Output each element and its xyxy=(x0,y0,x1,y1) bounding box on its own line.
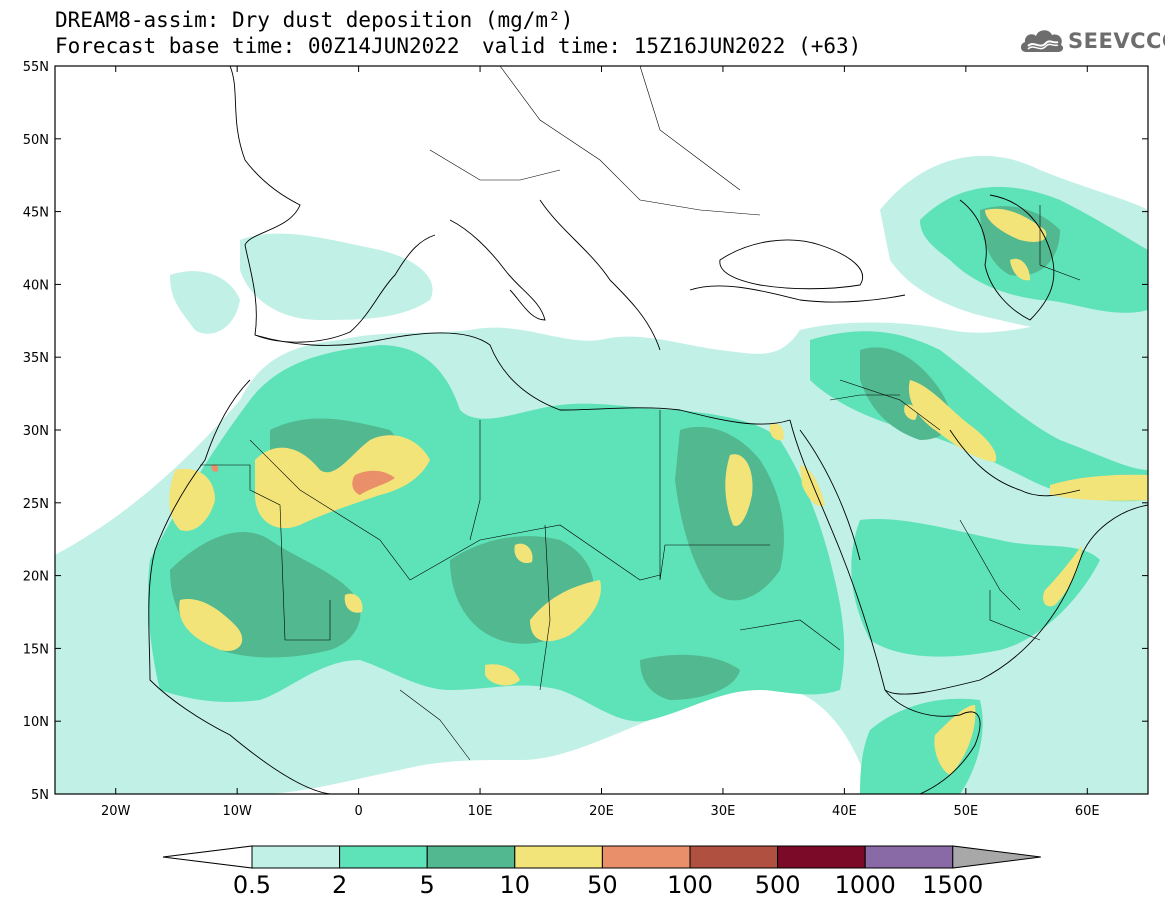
deposition-field xyxy=(55,155,1148,794)
colorbar-under-arrow xyxy=(162,845,253,869)
deposition-level-10 xyxy=(169,208,1148,775)
lat-tick-label: 20N xyxy=(23,570,49,585)
colorbar-swatch xyxy=(251,845,341,869)
colorbar-label: 50 xyxy=(587,871,618,899)
colorbar-label: 1500 xyxy=(922,871,983,899)
lon-tick-label: 10E xyxy=(468,804,493,819)
lon-tick-label: 20E xyxy=(589,804,614,819)
lat-tick-label: 25N xyxy=(23,497,49,512)
lon-tick-label: 60E xyxy=(1075,804,1100,819)
lat-tick-label: 10N xyxy=(23,715,49,730)
valid-time: valid time: 15Z16JUN2022 (+63) xyxy=(482,34,862,58)
lat-tick-label: 35N xyxy=(23,351,49,366)
colorbar-label: 500 xyxy=(755,871,801,899)
forecast-base-time: Forecast base time: 00Z14JUN2022 xyxy=(55,34,460,58)
colorbar-label: 100 xyxy=(667,871,713,899)
lat-tick-label: 50N xyxy=(23,133,49,148)
latitude-axis: 55N 50N 45N 40N 35N 30N 25N 20N 15N 10N 5N xyxy=(23,60,1148,803)
colorbar-label: 1000 xyxy=(835,871,896,899)
country-borders xyxy=(200,66,1081,761)
colorbar-label: 2 xyxy=(332,871,347,899)
colorbar-swatch xyxy=(339,845,428,869)
colorbar-swatch xyxy=(864,845,954,869)
colorbar-swatch xyxy=(777,845,866,869)
deposition-level-50 xyxy=(211,464,395,495)
colorbar-label: 10 xyxy=(500,871,531,899)
logo-text: SEEVCCC xyxy=(1068,29,1165,53)
lat-tick-label: 45N xyxy=(23,206,49,221)
colorbar-label: 0.5 xyxy=(233,871,271,899)
colorbar-label: 5 xyxy=(420,871,435,899)
lon-tick-label: 20W xyxy=(101,804,131,819)
colorbar-over-arrow xyxy=(952,845,1041,869)
colorbar-swatch xyxy=(601,845,691,869)
lon-tick-label: 50E xyxy=(953,804,978,819)
longitude-axis: 20W 10W 0 10E 20E 30E 40E 50E 60E xyxy=(101,66,1100,819)
lon-tick-label: 40E xyxy=(832,804,857,819)
lon-tick-label: 0 xyxy=(354,804,362,819)
colorbar-swatch xyxy=(426,845,516,869)
coastlines xyxy=(148,66,1148,794)
lat-tick-label: 5N xyxy=(31,788,49,803)
cloud-logo-icon xyxy=(1020,30,1064,52)
lat-tick-label: 55N xyxy=(23,60,49,75)
colorbar-swatch xyxy=(689,845,779,869)
map-title: DREAM8-assim: Dry dust deposition (mg/m²… xyxy=(55,8,574,32)
colorbar: 0.5 2 5 10 50 100 500 1000 1500 xyxy=(162,845,1041,899)
lat-tick-label: 30N xyxy=(23,424,49,439)
lon-tick-label: 30E xyxy=(711,804,736,819)
seevccc-logo: SEEVCCC xyxy=(1018,26,1165,56)
lon-tick-label: 10W xyxy=(222,804,252,819)
lat-tick-label: 15N xyxy=(23,642,49,657)
colorbar-swatch xyxy=(514,845,603,869)
lat-tick-label: 40N xyxy=(23,278,49,293)
